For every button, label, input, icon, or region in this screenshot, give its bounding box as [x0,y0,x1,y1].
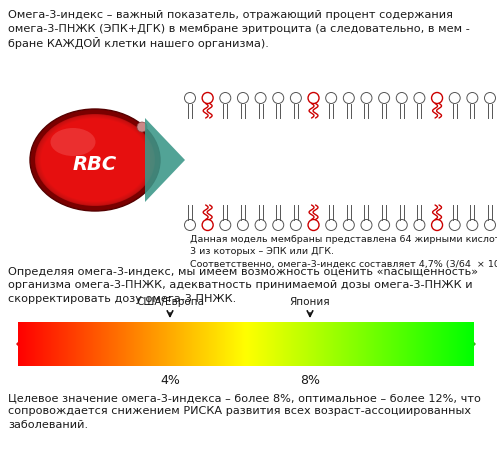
Text: Омега-3-индекс – важный показатель, отражающий процент содержания: Омега-3-индекс – важный показатель, отра… [8,10,453,20]
Polygon shape [145,118,185,202]
Text: Япония: Япония [290,297,331,307]
Polygon shape [16,324,35,364]
Text: RBC: RBC [73,155,117,173]
Text: США/Европа: США/Европа [136,297,204,307]
Text: Целевое значение омега-3-индекса – более 8%, оптимальное – более 12%, что: Целевое значение омега-3-индекса – более… [8,393,481,403]
Ellipse shape [38,116,152,204]
Text: бране КАЖДОЙ клетки нашего организма).: бране КАЖДОЙ клетки нашего организма). [8,37,269,49]
Ellipse shape [38,116,153,204]
Ellipse shape [40,117,150,202]
Text: 3 из которых – ЭПК или ДГК.: 3 из которых – ЭПК или ДГК. [190,247,334,256]
Text: Данная модель мембраны представлена 64 жирными кислотами,: Данная модель мембраны представлена 64 ж… [190,235,497,244]
Polygon shape [457,324,476,364]
Text: Средний риск: Средний риск [201,338,295,351]
Text: 4%: 4% [160,374,180,387]
Text: омега-3-ПНЖК (ЭПК+ДГК) в мембране эритроцита (а следовательно, в мем -: омега-3-ПНЖК (ЭПК+ДГК) в мембране эритро… [8,23,470,34]
Circle shape [137,122,147,132]
Text: скорректировать дозу омега-3 ПНЖК.: скорректировать дозу омега-3 ПНЖК. [8,294,236,304]
Text: Определяя омега-3-индекс, мы имеем возможность оценить «nасыщенность»: Определяя омега-3-индекс, мы имеем возмо… [8,267,478,277]
Text: Соответственно, омега-3-индекс составляет 4,7% (3/64  × 100 = 4,7%).: Соответственно, омега-3-индекс составляе… [190,260,497,269]
Ellipse shape [51,128,95,156]
Text: заболеваний.: заболеваний. [8,420,88,430]
Text: сопровождается снижением РИСКА развития всех возраст-ассоциированных: сопровождается снижением РИСКА развития … [8,406,471,417]
Ellipse shape [36,115,155,206]
Text: Высокий риск: Высокий риск [58,338,152,351]
Ellipse shape [39,117,151,203]
Text: 8%: 8% [300,374,320,387]
Ellipse shape [37,116,153,205]
Ellipse shape [30,109,160,211]
Ellipse shape [41,119,149,201]
Ellipse shape [40,118,150,202]
Text: Низкий риск: Низкий риск [357,338,442,351]
Text: организма омега-3-ПНЖК, адекватность принимаемой дозы омега-3-ПНЖК и: организма омега-3-ПНЖК, адекватность при… [8,281,473,290]
Ellipse shape [35,114,155,206]
Ellipse shape [36,115,154,205]
